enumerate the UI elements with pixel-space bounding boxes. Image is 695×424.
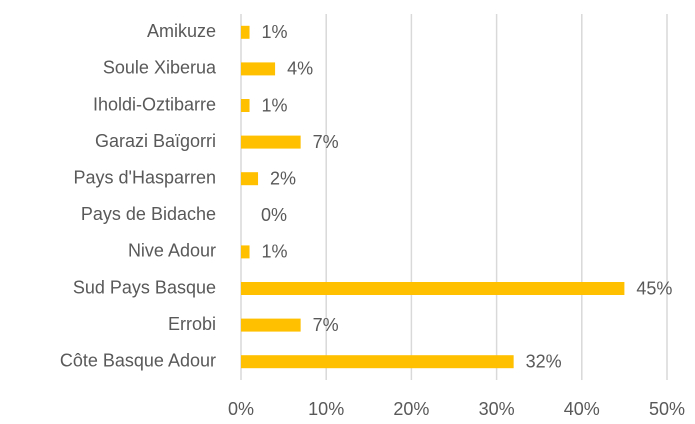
y-tick-label: Soule Xiberua <box>103 58 217 78</box>
bar <box>241 62 276 76</box>
y-tick-label: Nive Adour <box>128 241 216 261</box>
y-tick-label: Errobi <box>168 314 216 334</box>
y-tick-label: Côte Basque Adour <box>60 350 216 370</box>
value-label: 2% <box>270 168 296 188</box>
x-tick-label: 10% <box>308 399 344 419</box>
x-tick-label: 40% <box>564 399 600 419</box>
y-tick-label: Iholdi-Oztibarre <box>93 94 216 114</box>
x-tick-label: 20% <box>393 399 429 419</box>
bar <box>241 355 514 369</box>
value-label: 1% <box>262 95 288 115</box>
bar <box>241 282 625 295</box>
value-label: 45% <box>636 278 672 298</box>
value-label: 32% <box>526 351 562 371</box>
x-tick-label: 0% <box>228 399 254 419</box>
value-label: 0% <box>261 205 287 225</box>
bar <box>241 245 250 259</box>
bar <box>241 318 301 332</box>
x-tick-label: 30% <box>479 399 515 419</box>
x-tick-label: 50% <box>649 399 685 419</box>
value-label: 1% <box>262 242 288 262</box>
value-label: 7% <box>313 315 339 335</box>
bar <box>241 172 259 186</box>
bar <box>241 99 250 112</box>
y-tick-label: Garazi Baïgorri <box>95 131 216 151</box>
value-label: 4% <box>287 59 313 79</box>
bar <box>241 25 250 39</box>
y-tick-label: Pays d'Hasparren <box>73 167 216 187</box>
y-tick-label: Sud Pays Basque <box>73 277 216 297</box>
y-tick-label: Amikuze <box>147 21 216 41</box>
y-tick-label: Pays de Bidache <box>81 204 216 224</box>
value-label: 1% <box>262 22 288 42</box>
bar <box>241 135 301 149</box>
value-label: 7% <box>313 132 339 152</box>
